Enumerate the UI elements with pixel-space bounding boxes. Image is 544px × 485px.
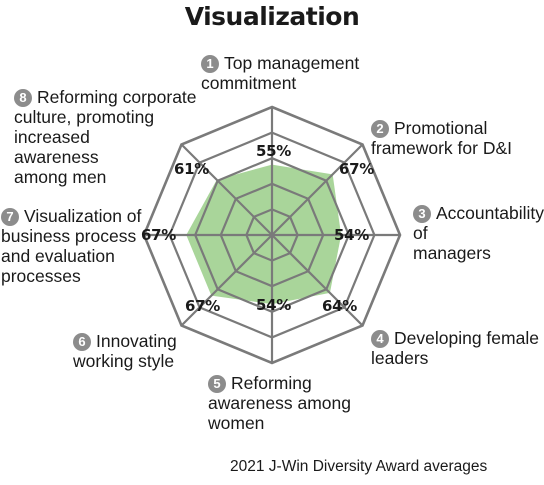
axis-label-7-text: Visualization of business process and ev… [1, 206, 142, 286]
axis-label-6-text: Innovating working style [73, 331, 177, 371]
axis-label-4: 4 Developing female leaders [371, 328, 539, 368]
axis-label-6: 6 Innovating working style [73, 331, 177, 371]
axis-label-2-text: Promotional framework for D&I [371, 118, 512, 158]
badge-8: 8 [14, 89, 32, 107]
axis-label-4-text: Developing female leaders [371, 328, 539, 368]
badge-5: 5 [208, 375, 226, 393]
badge-3: 3 [413, 205, 431, 223]
axis-label-5-text: Reforming awareness among women [208, 373, 351, 433]
grid-spoke [180, 143, 273, 236]
value-label-6: 67% [185, 297, 221, 315]
value-label-1: 55% [256, 142, 292, 160]
value-label-3: 54% [334, 226, 370, 244]
grid-spoke [271, 143, 364, 236]
axis-label-8: 8 Reforming corporate culture, promoting … [14, 87, 197, 187]
axis-label-3: 3 Accountability of managers [413, 203, 544, 263]
chart-title: Visualization [184, 2, 360, 31]
badge-2: 2 [371, 120, 389, 138]
axis-label-2: 2 Promotional framework for D&I [371, 118, 512, 158]
badge-6: 6 [73, 333, 91, 351]
axis-label-1-text: Top management commitment [201, 53, 360, 93]
badge-7: 7 [1, 208, 19, 226]
axis-label-3-text: Accountability of managers [413, 203, 544, 263]
value-label-4: 64% [322, 297, 358, 315]
value-label-2: 67% [339, 160, 375, 178]
badge-1: 1 [201, 55, 219, 73]
value-label-7: 67% [141, 226, 177, 244]
axis-label-5: 5 Reforming awareness among women [208, 373, 351, 433]
grid-spoke [271, 234, 364, 327]
axis-label-7: 7 Visualization of business process and e… [1, 206, 141, 286]
axis-label-8-text: Reforming corporate culture, promoting i… [14, 87, 197, 187]
radar-grid [142, 105, 402, 365]
badge-4: 4 [371, 330, 389, 348]
value-label-8: 61% [174, 160, 210, 178]
grid-spoke [180, 234, 273, 327]
axis-label-1: 1 Top management commitment [201, 53, 359, 93]
footnote: 2021 J-Win Diversity Award averages [230, 458, 488, 475]
value-label-5: 54% [256, 296, 292, 314]
